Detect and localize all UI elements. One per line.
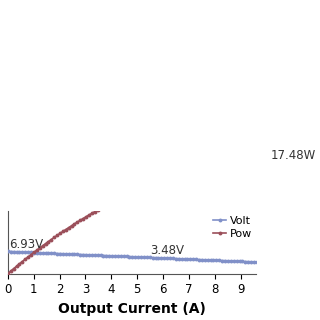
Pow [264,161,268,165]
Volt [220,259,224,262]
Pow [226,164,230,167]
Text: 6.93V: 6.93V [9,238,43,251]
X-axis label: Output Current (A): Output Current (A) [58,302,206,316]
Pow [84,215,88,219]
Pow [186,171,189,175]
Pow [220,164,224,168]
Volt [264,260,268,264]
Legend: Volt, Pow: Volt, Pow [209,211,256,244]
Volt [84,253,88,257]
Text: 3.48V: 3.48V [150,244,184,257]
Line: Volt: Volt [6,250,268,264]
Volt [186,257,189,261]
Pow [6,272,10,276]
Volt [6,250,10,253]
Pow [41,244,44,248]
Pow [252,161,256,165]
Text: 17.48W: 17.48W [271,149,316,162]
Volt [252,260,256,264]
Volt [41,251,44,255]
Volt [226,259,230,263]
Line: Pow: Pow [6,161,268,276]
